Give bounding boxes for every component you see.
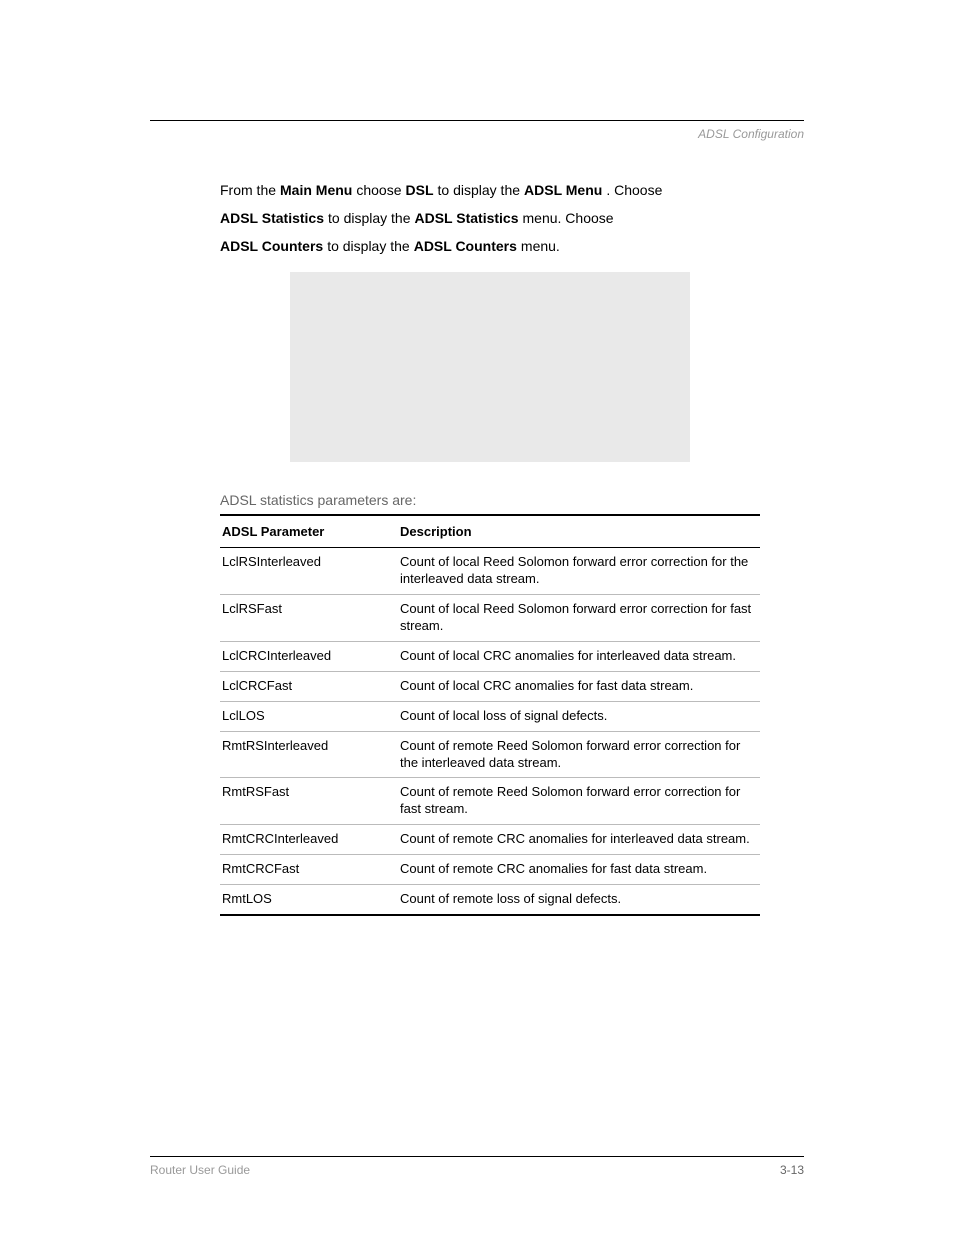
param-desc: Count of local CRC anomalies for fast da… [398,671,760,701]
menu-ref-counters: ADSL Counters [414,235,517,259]
menu-ref-statistics: ADSL Statistics [415,207,519,231]
param-desc: Count of remote CRC anomalies for fast d… [398,855,760,885]
param-name: LclCRCFast [220,671,398,701]
text: to display the [438,179,521,203]
instruction-paragraph: From the Main Menu choose DSL to display… [220,179,794,258]
parameters-table: ADSL Parameter Description LclRSInterlea… [220,514,760,915]
table-row: LclRSInterleaved Count of local Reed Sol… [220,548,760,595]
footer-title: Router User Guide [150,1163,250,1177]
param-desc: Count of local loss of signal defects. [398,701,760,731]
param-desc: Count of remote Reed Solomon forward err… [398,731,760,778]
header-section-title: ADSL Configuration [698,127,804,141]
text: to display the [327,235,410,259]
table-row: RmtCRCFast Count of remote CRC anomalies… [220,855,760,885]
table-row: LclCRCFast Count of local CRC anomalies … [220,671,760,701]
table-row: RmtLOS Count of remote loss of signal de… [220,884,760,914]
header-rule: ADSL Configuration [150,120,804,157]
table-header-row: ADSL Parameter Description [220,515,760,548]
text: choose [356,179,401,203]
param-name: LclLOS [220,701,398,731]
text: . Choose [606,179,662,203]
page: ADSL Configuration From the Main Menu ch… [0,0,954,1235]
table-row: RmtRSFast Count of remote Reed Solomon f… [220,778,760,825]
menu-ref-counters: ADSL Counters [220,235,323,259]
param-name: RmtLOS [220,884,398,914]
table-caption: ADSL statistics parameters are: [220,492,804,508]
menu-ref-statistics: ADSL Statistics [220,207,324,231]
param-name: RmtCRCFast [220,855,398,885]
table-row: LclCRCInterleaved Count of local CRC ano… [220,641,760,671]
col-header-description: Description [398,515,760,548]
param-desc: Count of local CRC anomalies for interle… [398,641,760,671]
menu-ref-adsl: ADSL Menu [524,179,602,203]
param-name: LclCRCInterleaved [220,641,398,671]
text: menu. [521,235,560,259]
param-name: LclRSFast [220,595,398,642]
page-footer: Router User Guide 3-13 [150,1156,804,1177]
param-name: RmtRSInterleaved [220,731,398,778]
table-row: LclRSFast Count of local Reed Solomon fo… [220,595,760,642]
text: menu. Choose [523,207,614,231]
instruction-line: From the Main Menu choose DSL to display… [220,179,794,203]
instruction-line: ADSL Counters to display the ADSL Counte… [220,235,794,259]
col-header-parameter: ADSL Parameter [220,515,398,548]
page-number: 3-13 [780,1163,804,1177]
text: From the [220,179,276,203]
param-desc: Count of remote CRC anomalies for interl… [398,825,760,855]
param-desc: Count of remote loss of signal defects. [398,884,760,914]
table-row: RmtRSInterleaved Count of remote Reed So… [220,731,760,778]
param-name: RmtCRCInterleaved [220,825,398,855]
param-desc: Count of local Reed Solomon forward erro… [398,595,760,642]
terminal-screenshot [290,272,690,462]
menu-ref-main: Main Menu [280,179,352,203]
table-row: LclLOS Count of local loss of signal def… [220,701,760,731]
table-body: LclRSInterleaved Count of local Reed Sol… [220,548,760,915]
param-desc: Count of local Reed Solomon forward erro… [398,548,760,595]
table-row: RmtCRCInterleaved Count of remote CRC an… [220,825,760,855]
instruction-line: ADSL Statistics to display the ADSL Stat… [220,207,794,231]
param-name: LclRSInterleaved [220,548,398,595]
text: to display the [328,207,411,231]
menu-ref-dsl: DSL [406,179,434,203]
param-name: RmtRSFast [220,778,398,825]
param-desc: Count of remote Reed Solomon forward err… [398,778,760,825]
